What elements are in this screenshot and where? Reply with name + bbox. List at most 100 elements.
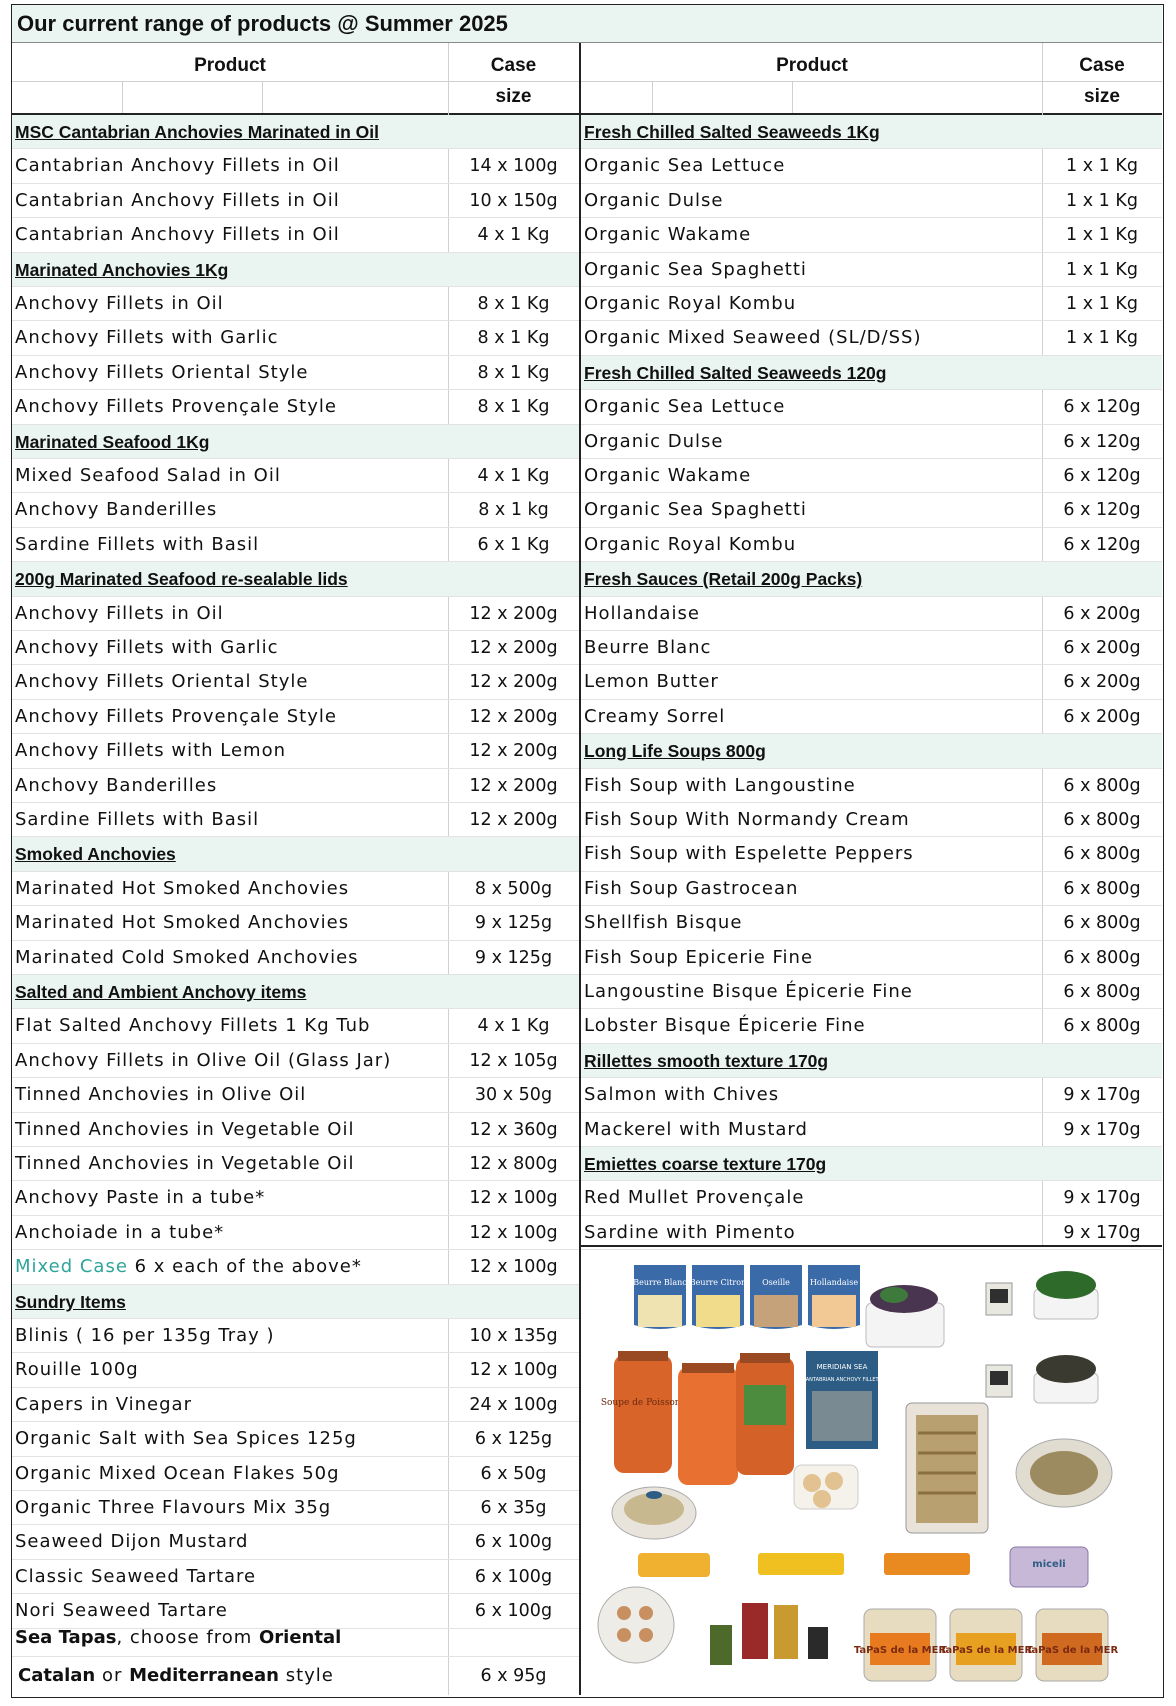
header-bottom-border bbox=[12, 113, 1162, 115]
product-name: Organic Royal Kombu bbox=[584, 293, 797, 314]
pouch-label-2: Beurre Citron bbox=[690, 1278, 746, 1287]
case-size: 12 x 200g bbox=[469, 706, 558, 727]
case-size: 12 x 105g bbox=[469, 1050, 558, 1071]
case-size: 12 x 100g bbox=[469, 1222, 558, 1243]
case-size: 12 x 200g bbox=[469, 672, 558, 693]
header-grid-line bbox=[792, 82, 793, 113]
product-name: Anchovy Fillets Oriental Style bbox=[15, 361, 309, 383]
product-name: Red Mullet Provençale bbox=[584, 1187, 805, 1209]
case-size: 1 x 1 Kg bbox=[1066, 259, 1138, 280]
right-product-row: Beurre Blanc 6 x 200g bbox=[581, 631, 1162, 666]
case-size: 12 x 360g bbox=[469, 1119, 558, 1140]
tapas-mediterranean: Mediterranean bbox=[129, 1665, 279, 1686]
tapas-oriental: Oriental bbox=[259, 1627, 342, 1648]
right-product-row: Red Mullet Provençale 9 x 170g bbox=[581, 1181, 1162, 1216]
tin-brand: MERIDIAN SEA bbox=[817, 1363, 868, 1371]
right-section-header: Long Life Soups 800g bbox=[581, 734, 1162, 769]
small-pots-image bbox=[985, 1271, 1099, 1404]
left-product-row: Anchovy Fillets Provençale Style 12 x 200… bbox=[12, 700, 579, 735]
left-section-header: Marinated Anchovies 1Kg bbox=[12, 252, 579, 287]
product-name: Cantabrian Anchovy Fillets in Oil bbox=[15, 224, 340, 246]
product-name: Anchovy Fillets Provençale Style bbox=[15, 705, 337, 727]
case-size: 12 x 200g bbox=[469, 775, 558, 796]
right-product-row: Organic Sea Lettuce 1 x 1 Kg bbox=[581, 149, 1162, 184]
header-grid-line bbox=[122, 82, 123, 113]
product-name: Cantabrian Anchovy Fillets in Oil bbox=[15, 189, 340, 211]
product-name: Organic Sea Spaghetti bbox=[584, 499, 807, 521]
right-product-row: Organic Sea Lettuce 6 x 120g bbox=[581, 390, 1162, 425]
case-size: 30 x 50g bbox=[474, 1085, 553, 1106]
product-name: Creamy Sorrel bbox=[584, 705, 726, 727]
right-product-row: Sardine with Pimento 9 x 170g bbox=[581, 1216, 1162, 1251]
case-size: 8 x 500g bbox=[474, 878, 553, 899]
banderilles-tray-image bbox=[611, 1486, 697, 1540]
case-size: 8 x 1 Kg bbox=[477, 397, 550, 418]
product-name: Anchovy Fillets Oriental Style bbox=[15, 671, 309, 693]
section-title: Rillettes smooth texture 170g bbox=[584, 1050, 829, 1071]
case-size: 12 x 100g bbox=[469, 1257, 558, 1278]
left-product-row: Classic Seaweed Tartare 6 x 100g bbox=[12, 1560, 579, 1595]
case-size: 4 x 1 Kg bbox=[477, 466, 550, 486]
product-name: Tinned Anchovies in Olive Oil bbox=[15, 1084, 307, 1106]
case-size: 9 x 170g bbox=[1063, 1085, 1141, 1106]
left-product-row: Anchovy Fillets with Garlic 12 x 200g bbox=[12, 631, 579, 666]
right-product-row: Fish Soup with Langoustine 6 x 800g bbox=[581, 769, 1162, 803]
left-product-header: Product bbox=[194, 55, 266, 76]
case-size: 24 x 100g bbox=[469, 1394, 558, 1415]
case-size: 6 x 100g bbox=[474, 1532, 553, 1553]
section-title: Fresh Chilled Salted Seaweeds 1Kg bbox=[584, 122, 880, 142]
right-product-row: Organic Wakame 1 x 1 Kg bbox=[581, 218, 1162, 253]
product-name: Mixed Case 6 x each of the above* bbox=[15, 1250, 362, 1284]
pouch-label-3: Oseille bbox=[762, 1278, 790, 1287]
case-size: 4 x 1 Kg bbox=[477, 225, 550, 246]
product-name: Fish Soup with Langoustine bbox=[584, 774, 856, 796]
product-name: Organic Sea Spaghetti bbox=[584, 258, 807, 280]
case-size: 6 x 120g bbox=[1063, 431, 1141, 452]
miceli-label: miceli bbox=[1032, 1559, 1065, 1570]
case-size: 9 x 170g bbox=[1063, 1119, 1141, 1140]
case-size: 12 x 200g bbox=[469, 810, 558, 830]
product-name: Anchovy Fillets with Garlic bbox=[15, 327, 279, 349]
product-name: Fish Soup with Espelette Peppers bbox=[584, 843, 914, 865]
product-name: Salmon with Chives bbox=[584, 1084, 780, 1106]
case-size: 12 x 200g bbox=[469, 603, 558, 624]
case-size: 1 x 1 Kg bbox=[1066, 190, 1138, 211]
product-name: Langoustine Bisque Épicerie Fine bbox=[584, 981, 913, 1002]
case-size: 6 x 200g bbox=[1063, 672, 1141, 693]
product-name: Anchoiade in a tube* bbox=[15, 1221, 225, 1243]
case-size: 4 x 1 Kg bbox=[477, 1016, 550, 1037]
product-photos-svg: Beurre Blanc Beurre Citron Oseille Holla… bbox=[597, 1265, 1118, 1682]
left-product-row: Anchovy Fillets in Oil 8 x 1 Kg bbox=[12, 287, 579, 322]
right-product-row: Salmon with Chives 9 x 170g bbox=[581, 1078, 1162, 1113]
case-size: 10 x 150g bbox=[469, 190, 558, 211]
product-name: Marinated Hot Smoked Anchovies bbox=[15, 912, 350, 934]
product-name: Marinated Hot Smoked Anchovies bbox=[15, 877, 350, 899]
product-name: Rouille 100g bbox=[15, 1359, 139, 1381]
right-product-row: Creamy Sorrel 6 x 200g bbox=[581, 700, 1162, 735]
product-name: Tinned Anchovies in Vegetable Oil bbox=[15, 1153, 355, 1174]
seaweed-tub-image bbox=[865, 1285, 945, 1348]
left-product-row: Mixed Case 6 x each of the above* 12 x 10… bbox=[12, 1250, 579, 1285]
case-size: 6 x 200g bbox=[1063, 603, 1141, 624]
tapas-style: style bbox=[278, 1665, 334, 1686]
product-name: Organic Wakame bbox=[584, 224, 752, 246]
left-product-row: Anchovy Banderilles 12 x 200g bbox=[12, 769, 579, 803]
case-size: 6 x 800g bbox=[1063, 878, 1141, 899]
case-size: 6 x 800g bbox=[1063, 913, 1141, 934]
left-section-header: 200g Marinated Seafood re-sealable lids bbox=[12, 562, 579, 597]
left-product-row: Anchovy Fillets Provençale Style 8 x 1 Kg bbox=[12, 390, 579, 425]
case-size: 6 x 800g bbox=[1063, 810, 1141, 830]
case-size: 6 x 800g bbox=[1063, 844, 1141, 865]
case-size: 6 x 120g bbox=[1063, 534, 1141, 555]
center-divider bbox=[579, 43, 581, 1695]
product-name: Marinated Cold Smoked Anchovies bbox=[15, 946, 359, 968]
product-name: Classic Seaweed Tartare bbox=[15, 1565, 257, 1587]
left-product-row: Mixed Seafood Salad in Oil 4 x 1 Kg bbox=[12, 459, 579, 494]
right-product-row: Organic Sea Spaghetti 1 x 1 Kg bbox=[581, 253, 1162, 287]
blinis-image bbox=[793, 1464, 859, 1510]
left-product-row: Cantabrian Anchovy Fillets in Oil 10 x 15… bbox=[12, 184, 579, 219]
case-size: 1 x 1 Kg bbox=[1066, 225, 1138, 246]
round-anchovy-tub-image bbox=[1015, 1438, 1113, 1508]
case-size: 12 x 200g bbox=[469, 638, 558, 658]
left-product-row: Cantabrian Anchovy Fillets in Oil 4 x 1 K… bbox=[12, 218, 579, 253]
